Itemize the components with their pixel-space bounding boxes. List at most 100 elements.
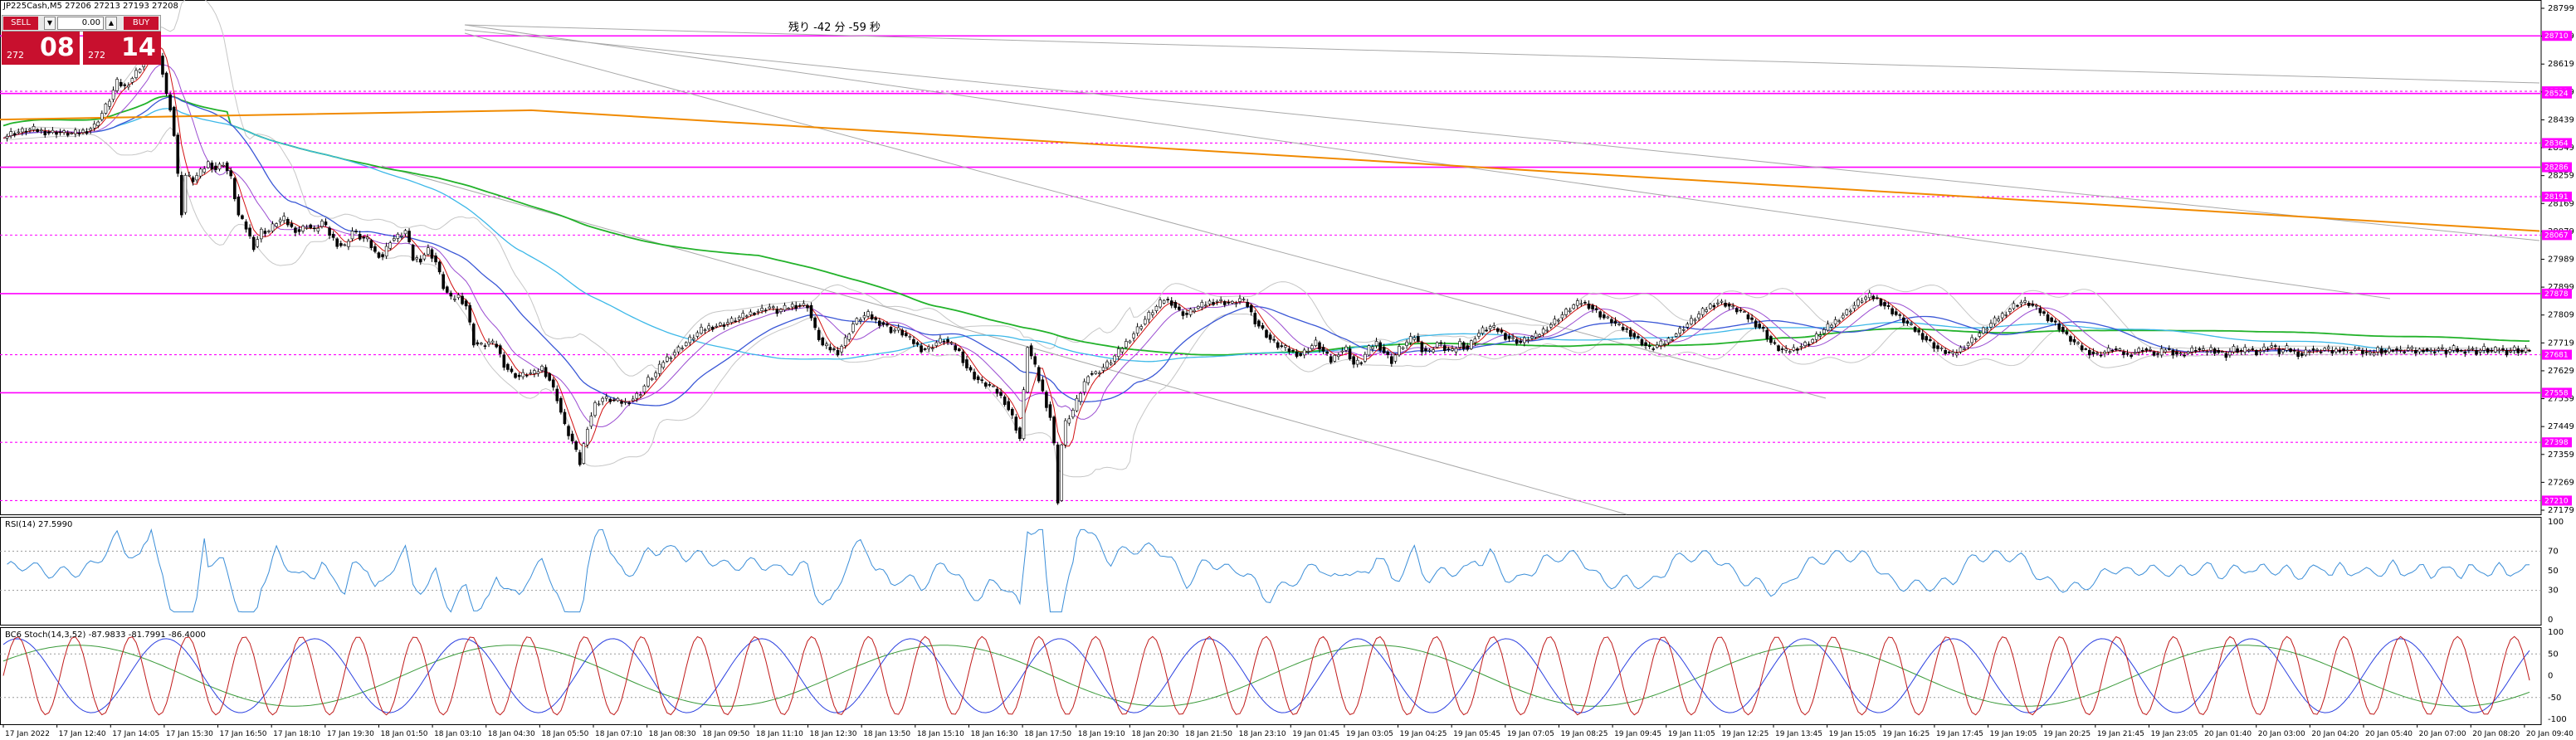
time-tick-label: 18 Jan 05:50 — [541, 730, 588, 738]
candle-body — [2398, 348, 2403, 351]
candle-body — [1139, 326, 1143, 329]
time-tick-label: 19 Jan 09:45 — [1614, 730, 1661, 738]
candle-body — [1212, 302, 1215, 305]
candle-body — [1970, 337, 1973, 343]
candle-body — [1841, 314, 1845, 319]
candle-body — [983, 382, 988, 387]
candle-body — [1534, 333, 1538, 338]
candle-body — [2494, 347, 2497, 353]
candle-body — [1617, 324, 1621, 325]
candle-body — [2524, 348, 2528, 353]
candle-body — [1109, 363, 1113, 365]
price-tick-label: 28439 — [2548, 115, 2574, 124]
lot-increase-button[interactable]: ▲ — [105, 17, 117, 30]
candle-body — [2315, 348, 2319, 351]
candle-body — [1306, 351, 1310, 353]
candle-body — [1314, 339, 1318, 346]
candle-body — [832, 348, 836, 350]
sell-button[interactable]: SELL — [3, 17, 38, 30]
candle-body — [331, 233, 335, 238]
candle-body — [1485, 329, 1488, 332]
candle-body — [81, 129, 85, 134]
buy-button[interactable]: BUY — [124, 17, 159, 30]
candle-body — [1541, 329, 1545, 334]
sell-price-button[interactable]: 272 08 — [2, 32, 80, 65]
level-price-label: 28191 — [2544, 193, 2569, 202]
candle-body — [1602, 314, 1606, 319]
candle-body — [2016, 304, 2019, 307]
level-price-tag — [2542, 387, 2572, 398]
rsi-label: RSI(14) 27.5990 — [5, 520, 72, 529]
candle-body — [1955, 353, 1959, 356]
time-tick-label: 19 Jan 19:05 — [1990, 730, 2037, 738]
candle-body — [285, 219, 290, 226]
candle-body — [639, 394, 642, 397]
time-tick-label: 18 Jan 21:50 — [1185, 730, 1232, 738]
candle-body — [490, 340, 495, 343]
candle-body — [1833, 319, 1837, 324]
candle-body — [809, 304, 813, 319]
candle-body — [2023, 300, 2027, 303]
band-lower — [2, 127, 2530, 478]
candle-body — [1989, 323, 1993, 328]
candle-body — [1591, 304, 1594, 309]
time-tick-label: 18 Jan 07:10 — [595, 730, 642, 738]
candle-body — [422, 254, 427, 260]
candle-body — [908, 336, 912, 338]
candle-body — [1686, 324, 1690, 328]
candle-body — [369, 240, 373, 248]
lot-decrease-button[interactable]: ▼ — [44, 17, 56, 30]
candle-body — [930, 348, 934, 349]
candle-body — [1761, 326, 1765, 329]
candle-body — [2471, 348, 2475, 350]
candle-body — [1519, 340, 1523, 343]
time-tick-label: 19 Jan 08:25 — [1560, 730, 1608, 738]
candle-body — [309, 224, 313, 229]
buy-price-button[interactable]: 272 14 — [83, 32, 161, 65]
candle-body — [1700, 308, 1705, 315]
candle-body — [354, 231, 358, 232]
candle-body — [1818, 334, 1822, 337]
candle-body — [1891, 308, 1894, 314]
time-tick-label: 19 Jan 21:45 — [2097, 730, 2144, 738]
candle-body — [517, 374, 521, 377]
candle-body — [1568, 309, 1572, 312]
candle-body — [1932, 342, 1936, 348]
candle-body — [396, 233, 400, 239]
candle-body — [2004, 314, 2008, 316]
candle-body — [12, 133, 17, 136]
level-price-label: 28067 — [2544, 231, 2569, 240]
candle-body — [1647, 345, 1651, 347]
candle-body — [1803, 342, 1807, 346]
candle-body — [1215, 300, 1219, 303]
lot-size-input[interactable]: 0.00 — [57, 17, 104, 30]
time-tick-label: 20 Jan 03:00 — [2258, 730, 2305, 738]
candle-body — [365, 236, 369, 240]
candle-body — [2266, 348, 2270, 350]
candle-body — [1178, 306, 1181, 310]
candle-body — [1910, 324, 1913, 325]
candle-body — [2432, 351, 2437, 353]
candle-body — [384, 246, 388, 257]
time-tick-label: 20 Jan 04:20 — [2311, 730, 2359, 738]
candle-body — [2035, 304, 2038, 307]
candle-body — [1079, 392, 1082, 402]
candle-body — [407, 231, 411, 242]
candle-body — [1378, 342, 1382, 351]
candle-body — [934, 342, 939, 346]
candle-body — [1435, 342, 1439, 348]
time-tick-label: 17 Jan 12:40 — [59, 730, 106, 738]
candle-body — [191, 177, 195, 183]
candle-body — [1470, 340, 1473, 349]
candle-body — [874, 317, 878, 320]
candle-body — [1572, 304, 1576, 309]
candle-body — [2220, 351, 2224, 353]
stoch-tick-label: 50 — [2548, 650, 2559, 659]
candle-body — [1973, 338, 1978, 340]
candle-body — [271, 223, 275, 231]
candle-body — [604, 396, 608, 399]
candle-body — [1777, 345, 1780, 351]
candle-body — [290, 223, 294, 227]
candle-body — [2144, 348, 2149, 351]
